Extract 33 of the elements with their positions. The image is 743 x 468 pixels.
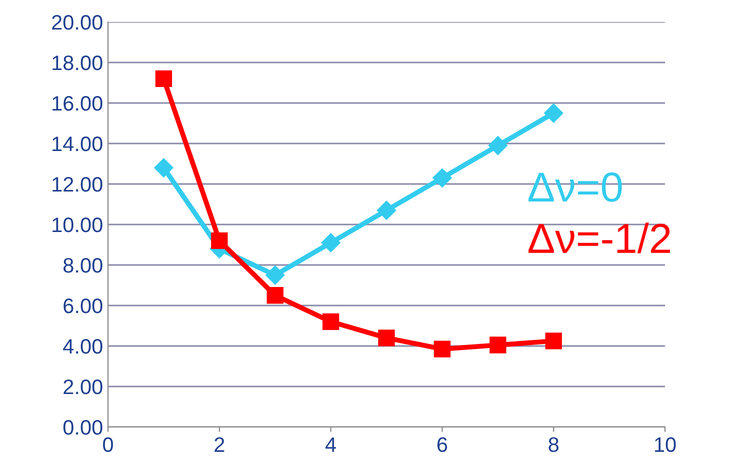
x-tick-label: 8 [548, 437, 558, 452]
y-tick-label: 14.00 [52, 136, 102, 152]
y-tick-label: 10.00 [52, 218, 102, 232]
point [434, 340, 451, 358]
x-tick-label: 10 [655, 437, 676, 452]
x-tick-label: 0 [103, 437, 113, 452]
point [378, 330, 395, 346]
point [488, 136, 508, 156]
y-tick-label: 2.00 [64, 380, 102, 394]
point [432, 168, 452, 188]
point [321, 233, 340, 252]
y-tick-label: 12.00 [52, 177, 102, 192]
point [490, 336, 506, 354]
point [322, 313, 340, 330]
x-tick-label: 6 [437, 437, 448, 452]
y-tick-label: 18.00 [52, 56, 102, 70]
point [376, 200, 396, 220]
y-tick-label: 20.00 [52, 15, 102, 30]
point [154, 158, 174, 178]
point [211, 232, 228, 250]
x-tick-label: 4 [325, 437, 336, 452]
point [544, 104, 564, 123]
point [266, 287, 284, 304]
series-label: Δν=-1/2 [528, 222, 670, 254]
y-tick-label: 4.00 [63, 339, 102, 354]
x-tick-label: 2 [214, 437, 224, 452]
y-tick-label: 0.00 [63, 420, 102, 435]
y-tick-label: 6.00 [64, 298, 102, 314]
y-tick-label: 16.00 [52, 96, 102, 111]
y-tick-label: 8.00 [64, 258, 102, 273]
point [266, 266, 285, 285]
point [545, 332, 562, 350]
point [155, 70, 172, 88]
